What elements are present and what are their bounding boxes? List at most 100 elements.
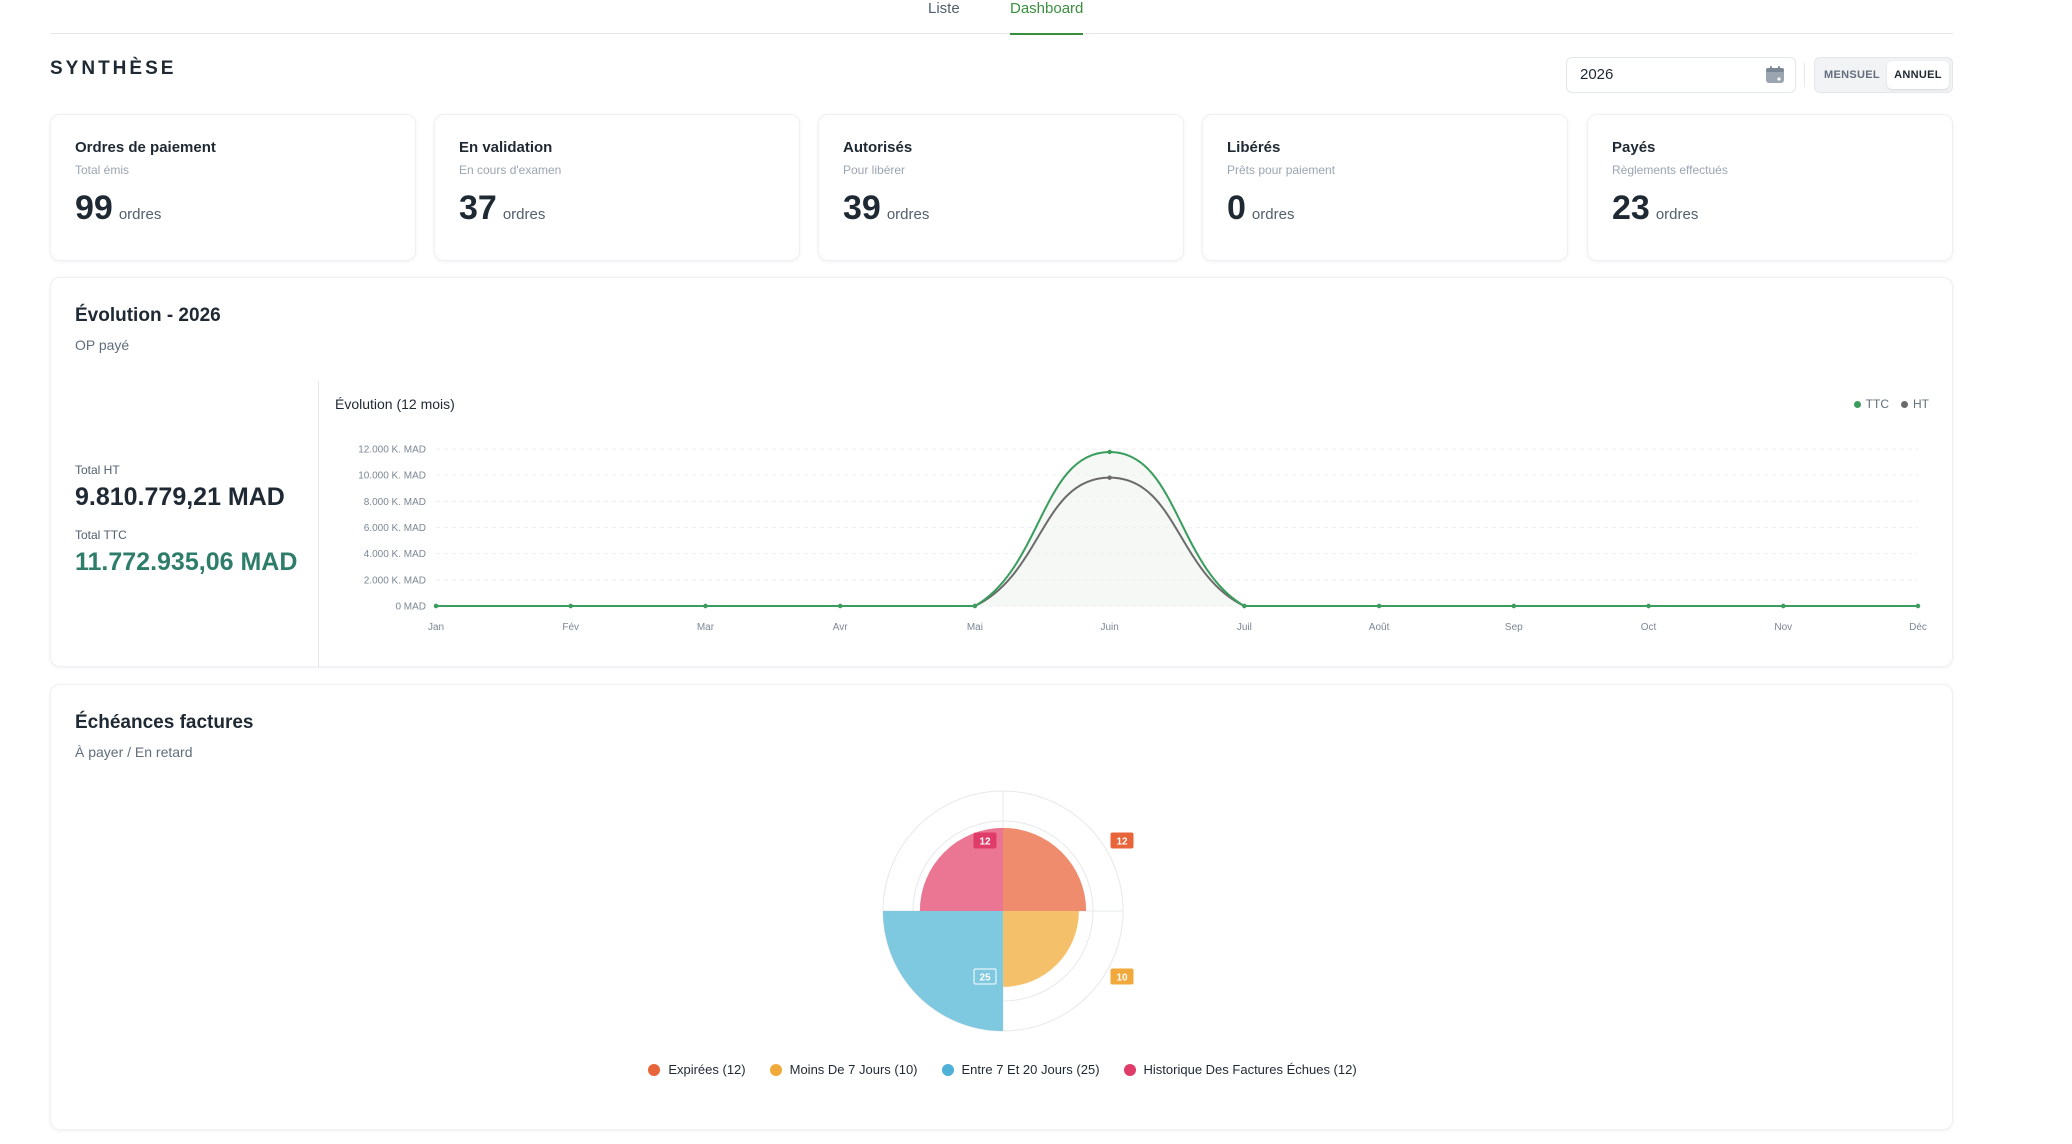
period-mensuel-button[interactable]: MENSUEL (1824, 69, 1880, 81)
card-value: 0 (1227, 189, 1246, 227)
legend-dot (1123, 1063, 1136, 1076)
divider (1804, 63, 1805, 87)
total-ttc-value: 11.772.935,06 MAD (75, 548, 298, 576)
period-toggle: MENSUEL ANNUEL (1814, 57, 1953, 93)
stat-card-liberes: Libérés Prêts pour paiement 0 ordres (1202, 114, 1568, 261)
card-title: Payés (1612, 139, 1656, 156)
legend-item[interactable]: Entre 7 Et 20 Jours (25) (941, 1062, 1100, 1077)
card-value: 37 (459, 189, 497, 227)
card-title: Libérés (1227, 139, 1281, 156)
year-picker-input[interactable]: 2026 (1566, 57, 1796, 93)
stat-card-ordres: Ordres de paiement Total émis 99 ordres (50, 114, 416, 261)
y-tick-label: 8.000 K. MAD (364, 497, 426, 508)
value-label-box (973, 968, 997, 985)
legend-label: Entre 7 Et 20 Jours (25) (961, 1062, 1100, 1077)
card-unit: ordres (502, 206, 546, 223)
polar-sector[interactable] (1003, 827, 1087, 911)
x-tick-label: Oct (1641, 622, 1657, 633)
value-label: 25 (979, 973, 991, 984)
x-tick-label: Sep (1505, 622, 1523, 633)
x-tick-label: Août (1369, 622, 1390, 633)
tab-liste[interactable]: Liste (928, 0, 960, 17)
legend-item-ht[interactable]: HT (1901, 397, 1929, 411)
card-value: 23 (1612, 189, 1650, 227)
card-subtitle: En cours d'examen (459, 163, 562, 177)
card-unit: ordres (1251, 206, 1295, 223)
data-point[interactable] (703, 603, 708, 609)
card-unit: ordres (1655, 206, 1699, 223)
legend-label: HT (1913, 397, 1929, 411)
evolution-subtitle: OP payé (75, 337, 130, 353)
card-subtitle: Prêts pour paiement (1227, 163, 1336, 177)
stat-card-autorises: Autorisés Pour libérer 39 ordres (818, 114, 1184, 261)
legend-label: TTC (1865, 397, 1889, 411)
legend-dot (941, 1063, 954, 1076)
evolution-panel: Évolution - 2026 OP payé Total HT 9.810.… (50, 277, 1953, 668)
card-unit: ordres (886, 206, 930, 223)
card-subtitle: Total émis (75, 163, 130, 177)
polar-sector[interactable] (883, 911, 1003, 1031)
data-point[interactable] (1242, 603, 1247, 609)
tab-dashboard[interactable]: Dashboard (1010, 0, 1084, 35)
y-tick-label: 6.000 K. MAD (364, 523, 426, 534)
view-tabs: Liste Dashboard (50, 0, 1953, 35)
legend-item[interactable]: Expirées (12) (648, 1062, 746, 1077)
panel-divider (318, 381, 319, 668)
data-point[interactable] (972, 603, 978, 609)
card-subtitle: Pour libérer (843, 163, 906, 177)
data-point[interactable] (837, 603, 843, 609)
period-annuel-button[interactable]: ANNUEL (1887, 61, 1949, 89)
data-point[interactable] (568, 603, 573, 609)
x-tick-label: Déc (1909, 622, 1927, 633)
card-value: 99 (75, 189, 113, 227)
legend-item[interactable]: Historique Des Factures Échues (12) (1123, 1062, 1357, 1077)
card-title: En validation (459, 139, 553, 156)
data-point[interactable] (1915, 603, 1921, 609)
stat-card-payes: Payés Règlements effectués 23 ordres (1587, 114, 1953, 261)
echeances-panel: Échéances factures À payer / En retard 1… (50, 684, 1953, 1130)
value-label: 10 (1116, 973, 1128, 984)
y-tick-label: 10.000 K. MAD (358, 471, 426, 482)
x-tick-label: Avr (833, 622, 848, 633)
x-tick-label: Jan (428, 622, 444, 633)
x-tick-label: Mai (967, 622, 983, 633)
totals-block: Total HT 9.810.779,21 MAD Total TTC 11.7… (75, 463, 297, 577)
line-chart-title: Évolution (12 mois) (335, 396, 455, 412)
total-ht-value: 9.810.779,21 MAD (75, 483, 285, 511)
year-value: 2026 (1580, 66, 1614, 83)
data-point[interactable] (1376, 603, 1382, 609)
y-tick-label: 12.000 K. MAD (358, 445, 426, 456)
echeances-title: Échéances factures (75, 712, 254, 733)
card-subtitle: Règlements effectués (1612, 163, 1728, 177)
polar-sector[interactable] (919, 827, 1003, 911)
data-point[interactable] (1646, 603, 1651, 609)
data-point[interactable] (1781, 603, 1786, 609)
data-point[interactable] (1107, 449, 1112, 455)
total-ht-label: Total HT (75, 463, 120, 477)
page-title: SYNTHÈSE (50, 58, 177, 79)
polar-sector[interactable] (1003, 911, 1079, 987)
legend-dot (769, 1063, 782, 1076)
legend-label: Expirées (12) (668, 1062, 746, 1077)
data-point[interactable] (433, 603, 439, 609)
calendar-icon[interactable] (1765, 66, 1785, 84)
y-tick-label: 2.000 K. MAD (364, 575, 426, 586)
legend-item-ttc[interactable]: TTC (1853, 397, 1889, 411)
evolution-title: Évolution - 2026 (75, 305, 221, 326)
value-label-box (973, 832, 997, 849)
x-tick-label: Juil (1237, 622, 1252, 633)
x-tick-label: Mar (697, 622, 715, 633)
data-point[interactable] (1107, 475, 1112, 480)
x-tick-label: Nov (1774, 622, 1792, 633)
legend-dot (1853, 400, 1861, 408)
legend-label: Moins De 7 Jours (10) (789, 1062, 918, 1077)
total-ttc-label: Total TTC (75, 528, 127, 542)
y-tick-label: 0 MAD (395, 602, 426, 613)
data-point[interactable] (1511, 603, 1517, 609)
legend-item[interactable]: Moins De 7 Jours (10) (769, 1062, 918, 1077)
legend-dot (1901, 400, 1908, 408)
value-label: 12 (979, 837, 991, 848)
value-label-box (1110, 832, 1134, 849)
legend-dot (648, 1063, 661, 1076)
